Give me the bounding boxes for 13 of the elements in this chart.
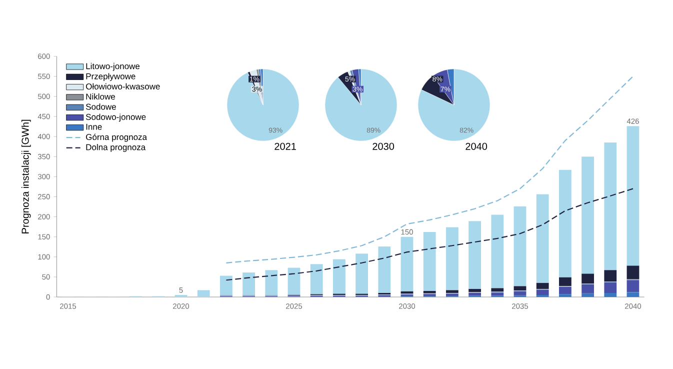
text: 2040 — [466, 142, 488, 150]
legend-label: Inne — [86, 124, 102, 130]
legend-label: Dolna prognoza — [86, 144, 146, 152]
legend-label: Sodowe — [86, 104, 116, 110]
legend-label: Górna prognoza — [86, 134, 148, 142]
legend-label: Niklowe — [86, 93, 115, 100]
y-axis-title: Prognoza instalacji [GWh] — [21, 120, 31, 234]
legend-label: Przepływowe — [86, 73, 136, 81]
legend-label: Litowo-jonowe — [86, 62, 140, 71]
legend-label: Sodowo-jonowe — [86, 114, 146, 122]
legend-label: Ołowiowo-kwasowe — [86, 83, 160, 90]
text: 2021 — [274, 142, 296, 150]
text: 2030 — [372, 142, 394, 150]
